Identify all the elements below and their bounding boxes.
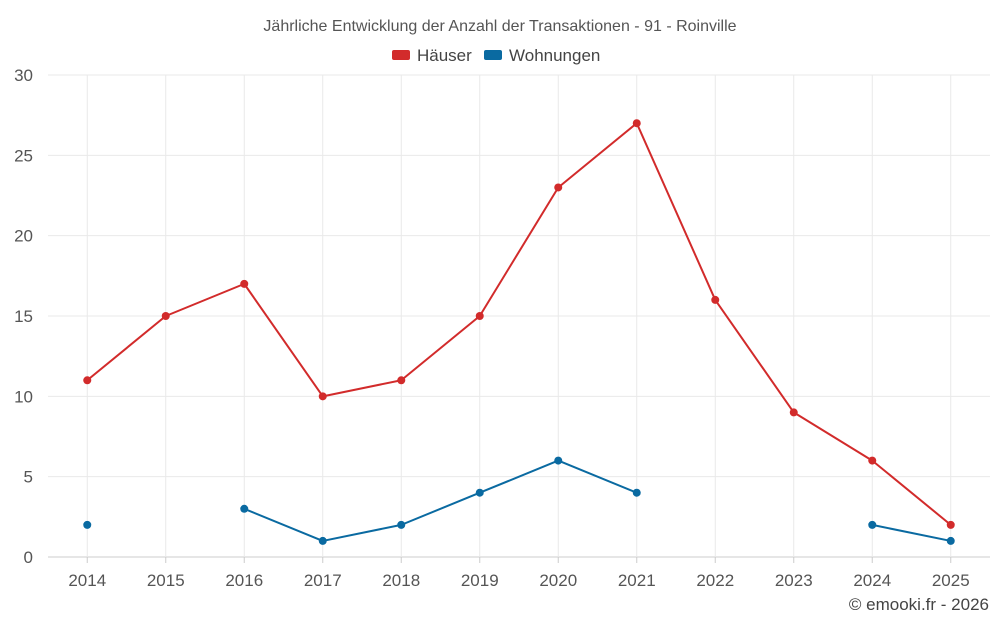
data-point-wohnungen-2016[interactable] [240,504,249,513]
x-axis-ticks: 2014 2015 2016 2017 2018 2019 2020 2021 2022 2023… [68,557,970,590]
data-point-wohnungen-2025[interactable] [946,536,955,545]
data-point-haeuser-2016[interactable] [240,279,249,288]
credit-text: © emooki.fr - 2026 [849,595,989,614]
x-tick-label-2024: 2024 [853,571,891,590]
legend-swatch-haeuser [392,50,410,60]
data-point-haeuser-2020[interactable] [554,183,563,192]
y-tick-label-30: 30 [14,66,33,85]
data-point-haeuser-2024[interactable] [868,456,877,465]
series-lines [83,119,955,545]
x-tick-label-2019: 2019 [461,571,499,590]
data-point-haeuser-2018[interactable] [397,376,406,385]
y-tick-label-5: 5 [24,468,33,487]
data-point-haeuser-2014[interactable] [83,376,92,385]
data-point-wohnungen-2014[interactable] [83,520,92,529]
y-axis-ticks: 0 5 10 15 20 25 30 [14,66,33,567]
data-point-wohnungen-2024[interactable] [868,520,877,529]
legend-label-haeuser: Häuser [417,46,472,65]
series-line-wohnungen-1 [243,459,638,542]
data-point-haeuser-2022[interactable] [711,295,720,304]
x-tick-label-2020: 2020 [539,571,577,590]
data-point-wohnungen-2017[interactable] [318,536,327,545]
data-point-haeuser-2025[interactable] [946,520,955,529]
y-tick-label-20: 20 [14,227,33,246]
series-line-wohnungen-2 [872,523,951,542]
series-line-haeuser-0 [86,122,952,526]
grid-lines [48,74,990,558]
legend-item-wohnungen[interactable]: Wohnungen [484,46,600,65]
x-tick-label-2017: 2017 [304,571,342,590]
y-tick-label-25: 25 [14,146,33,165]
data-point-wohnungen-2021[interactable] [632,488,641,497]
x-tick-label-2023: 2023 [775,571,813,590]
series-wohnungen [83,456,955,545]
data-point-wohnungen-2018[interactable] [397,520,406,529]
y-tick-label-0: 0 [24,548,33,567]
legend: Häuser Wohnungen [392,46,600,65]
data-point-haeuser-2017[interactable] [318,392,327,401]
chart-title: Jährliche Entwicklung der Anzahl der Tra… [263,18,736,35]
y-tick-label-15: 15 [14,307,33,326]
series-haeuser [83,119,955,529]
legend-swatch-wohnungen [484,50,502,60]
x-tick-label-2025: 2025 [932,571,970,590]
data-point-wohnungen-2020[interactable] [554,456,563,465]
legend-item-haeuser[interactable]: Häuser [392,46,472,65]
x-tick-label-2015: 2015 [147,571,185,590]
y-tick-label-10: 10 [14,387,33,406]
x-tick-label-2022: 2022 [696,571,734,590]
data-point-haeuser-2015[interactable] [161,312,170,320]
x-tick-label-2021: 2021 [618,571,656,590]
x-tick-label-2016: 2016 [225,571,263,590]
x-tick-label-2014: 2014 [68,571,106,590]
data-point-haeuser-2019[interactable] [475,312,484,320]
legend-label-wohnungen: Wohnungen [509,46,600,65]
x-tick-label-2018: 2018 [382,571,420,590]
data-point-wohnungen-2019[interactable] [475,488,484,497]
data-point-haeuser-2021[interactable] [632,119,641,128]
data-point-haeuser-2023[interactable] [789,408,798,417]
